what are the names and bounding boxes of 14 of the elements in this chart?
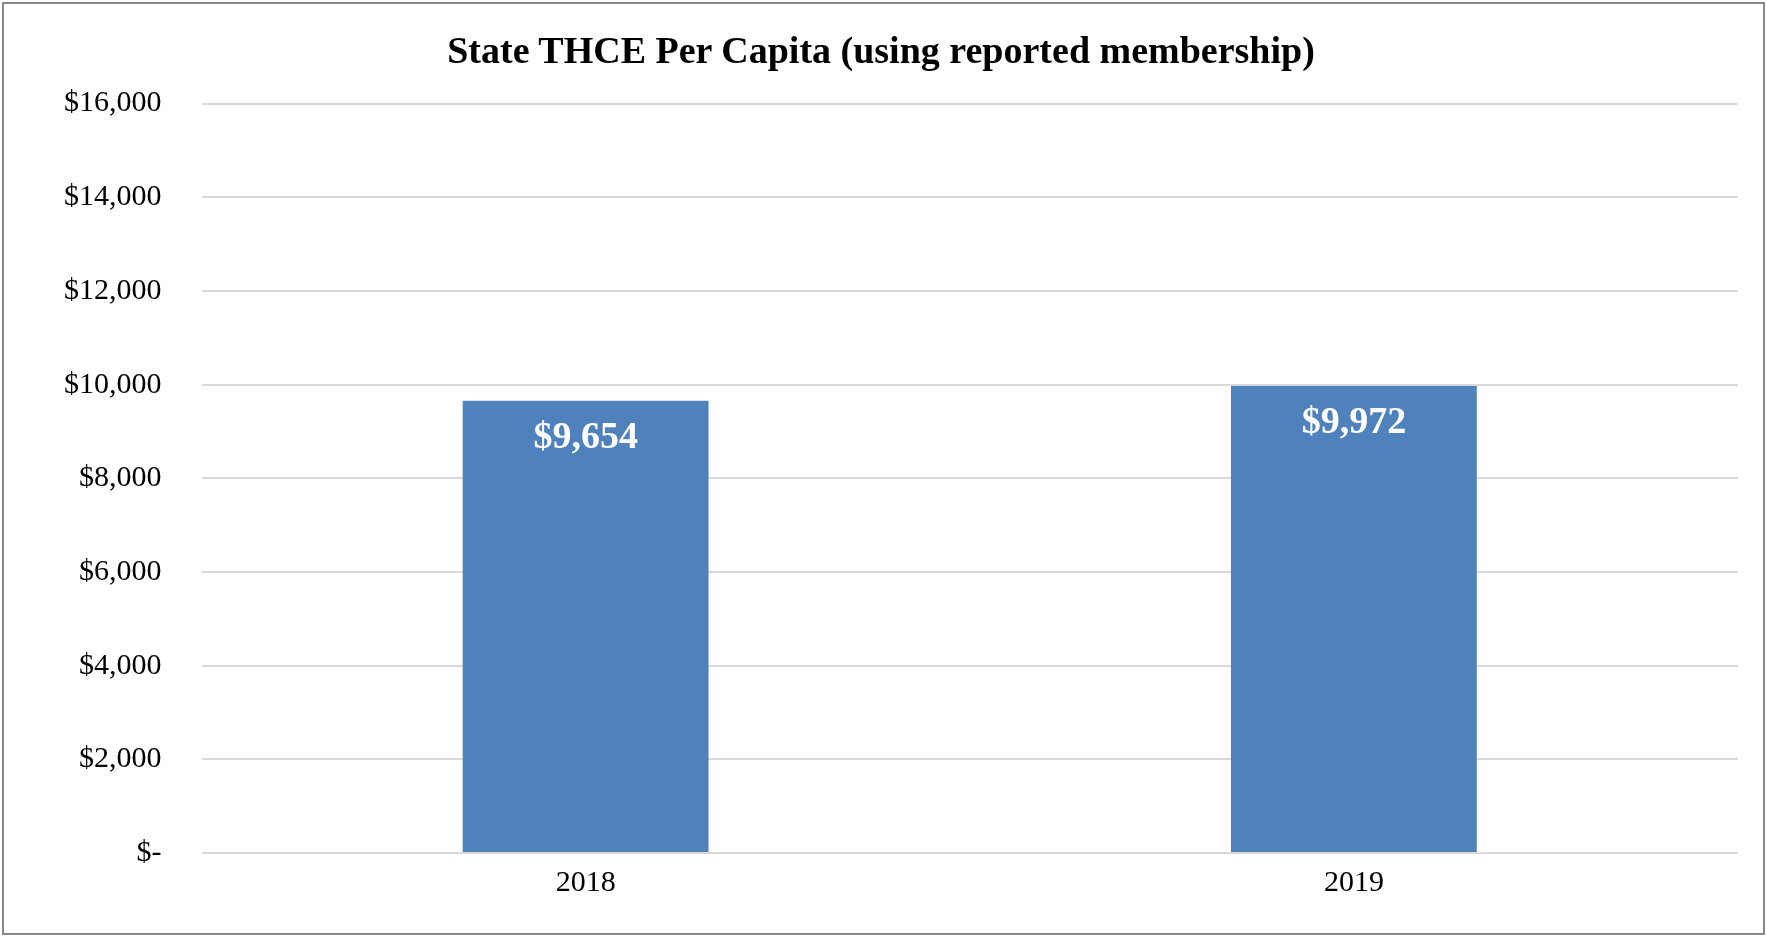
y-tick-label: $4,000 bbox=[79, 646, 162, 680]
chart-title: State THCE Per Capita (using reported membership) bbox=[447, 28, 1315, 72]
y-tick-label: $16,000 bbox=[64, 84, 162, 118]
y-tick-label: $10,000 bbox=[64, 365, 162, 399]
data-label: $9,972 bbox=[1301, 398, 1407, 441]
y-tick-label: $12,000 bbox=[64, 271, 162, 305]
data-label: $9,654 bbox=[533, 413, 638, 456]
y-tick-label: $2,000 bbox=[79, 740, 162, 774]
y-tick-label: $6,000 bbox=[79, 552, 162, 586]
y-tick-label: $14,000 bbox=[64, 178, 162, 212]
x-tick-label: 2019 bbox=[1323, 863, 1384, 897]
y-tick-label: $8,000 bbox=[79, 459, 162, 493]
y-tick-label: $- bbox=[136, 833, 162, 867]
x-tick-label: 2018 bbox=[555, 863, 616, 897]
